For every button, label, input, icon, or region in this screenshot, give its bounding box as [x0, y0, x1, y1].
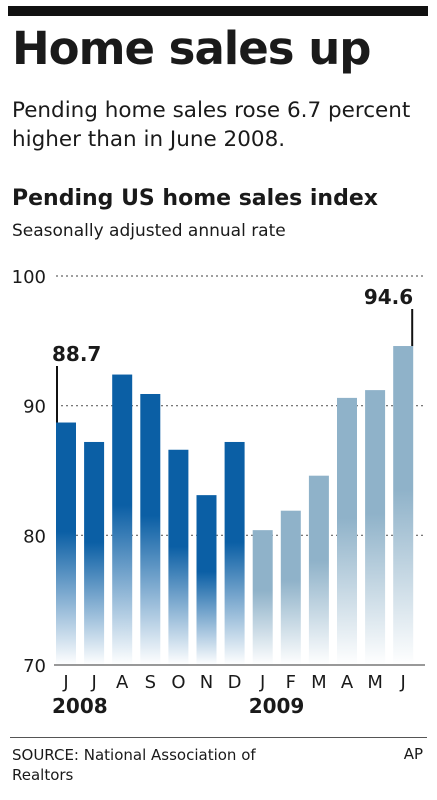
bar-2	[112, 374, 133, 665]
x-tick-label: J	[90, 672, 96, 693]
bar-7	[252, 530, 273, 665]
x-tick-label: A	[341, 672, 354, 693]
chart-subtitle: Seasonally adjusted annual rate	[12, 221, 286, 241]
x-tick-label: J	[400, 672, 406, 693]
data-label-0: 88.7	[52, 342, 101, 366]
year-label-2008: 2008	[52, 694, 108, 718]
bar-8	[280, 510, 301, 665]
data-label-12: 94.6	[364, 285, 413, 309]
bar-5	[196, 495, 217, 665]
bar-9	[308, 475, 329, 665]
bar-1	[84, 441, 105, 665]
x-tick-label: J	[62, 672, 68, 693]
bar-10	[337, 397, 357, 665]
footer-rule	[10, 737, 427, 738]
y-tick-label: 100	[12, 267, 46, 288]
subheadline: Pending home sales rose 6.7 percent high…	[12, 98, 411, 152]
x-tick-label: D	[228, 672, 242, 693]
headline: Home sales up	[12, 22, 371, 75]
x-tick-label: F	[286, 672, 296, 693]
x-tick-label: M	[311, 672, 327, 693]
x-tick-label: J	[259, 672, 265, 693]
bar-12	[393, 346, 414, 665]
bar-11	[365, 390, 386, 665]
credit: AP	[403, 745, 423, 763]
x-tick-label: O	[171, 672, 185, 693]
bar-3	[140, 393, 161, 665]
bar-6	[224, 441, 245, 665]
x-tick-label: M	[367, 672, 383, 693]
y-tick-label: 70	[23, 656, 46, 677]
x-tick-label: A	[116, 672, 129, 693]
y-tick-label: 80	[23, 526, 46, 547]
top-rule	[8, 6, 428, 16]
chart-title: Pending US home sales index	[12, 186, 378, 211]
x-tick-label: S	[145, 672, 156, 693]
bar-4	[168, 449, 189, 665]
source-note: SOURCE: National Association of Realtors	[12, 746, 256, 784]
y-tick-label: 90	[23, 397, 46, 418]
x-tick-label: N	[200, 672, 213, 693]
bar-0	[56, 422, 76, 665]
year-label-2009: 2009	[249, 694, 305, 718]
